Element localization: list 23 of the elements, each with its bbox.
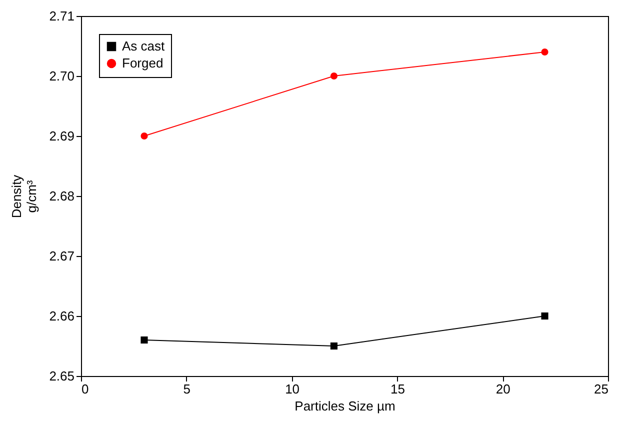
point [330, 72, 338, 80]
x-tick-label: 25 [594, 382, 608, 396]
y-tick-label: 2.69 [49, 128, 74, 144]
point [140, 132, 148, 140]
x-tick-label: 20 [496, 382, 510, 396]
point [541, 312, 548, 320]
point [541, 48, 548, 56]
y-axis-title: Density g/cm³ [9, 174, 40, 218]
x-tick-label: 15 [390, 382, 405, 396]
legend-label: Forged [122, 56, 164, 70]
x-tick-label: 5 [183, 382, 191, 396]
y-tick-label: 2.70 [49, 68, 74, 84]
y-tick-label: 2.67 [49, 248, 74, 264]
point [140, 336, 148, 344]
x-axis-title: Particles Size µm [294, 398, 396, 414]
point [330, 342, 338, 350]
x-tick-label: 0 [82, 382, 89, 396]
y-tick-label: 2.66 [49, 308, 74, 324]
y-tick-label: 2.65 [49, 368, 74, 384]
y-tick-label: 2.71 [49, 8, 74, 24]
x-tick-label: 10 [285, 382, 300, 396]
legend-label: As cast [122, 38, 166, 54]
y-tick-label: 2.68 [49, 188, 74, 204]
